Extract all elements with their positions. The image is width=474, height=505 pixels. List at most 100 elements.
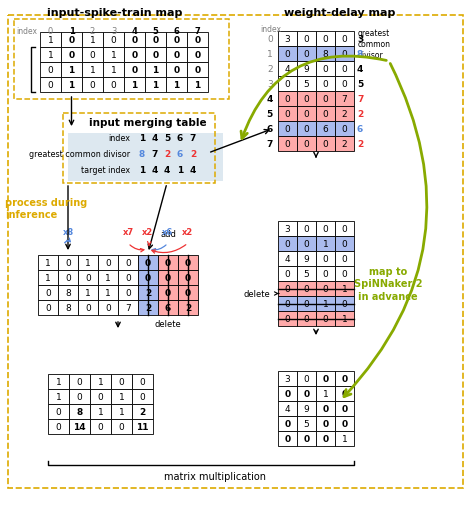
Bar [316, 222, 335, 236]
Text: 0: 0 [145, 259, 151, 268]
Bar [278, 371, 297, 386]
Text: 3: 3 [284, 35, 291, 44]
Text: 8: 8 [65, 304, 71, 313]
Text: 0: 0 [323, 315, 328, 323]
Bar [145, 63, 166, 78]
Bar [278, 281, 297, 296]
Bar [278, 312, 297, 326]
Bar [297, 107, 316, 122]
Text: 0: 0 [342, 65, 347, 74]
Bar [58, 271, 78, 285]
Text: 0: 0 [323, 225, 328, 233]
Text: 1: 1 [90, 36, 95, 45]
Text: 0: 0 [284, 270, 291, 278]
Bar [316, 296, 335, 312]
Text: 1: 1 [47, 51, 54, 60]
Text: 1: 1 [118, 392, 124, 401]
FancyArrowPatch shape [130, 245, 144, 252]
Bar [278, 251, 297, 267]
Text: delete: delete [243, 289, 270, 298]
Text: 0: 0 [110, 81, 117, 90]
Text: add: add [160, 230, 176, 238]
Text: 1: 1 [90, 66, 95, 75]
Text: 0: 0 [304, 110, 310, 119]
Text: 1: 1 [152, 81, 159, 90]
Text: 1: 1 [98, 377, 103, 386]
Bar [297, 62, 316, 77]
Bar [111, 374, 132, 389]
Bar [103, 78, 124, 93]
Text: 0: 0 [284, 50, 291, 59]
Text: x2: x2 [142, 228, 154, 236]
Bar [178, 300, 198, 316]
Text: 0: 0 [165, 259, 171, 268]
Bar [78, 256, 98, 271]
Text: 0: 0 [55, 422, 61, 431]
Bar [335, 386, 354, 401]
Bar [145, 48, 166, 63]
Bar [158, 285, 178, 300]
Text: 0: 0 [185, 288, 191, 297]
Bar [278, 137, 297, 152]
Text: 0: 0 [341, 389, 347, 398]
Text: 0: 0 [267, 35, 273, 44]
Bar [278, 107, 297, 122]
Bar [158, 300, 178, 316]
Bar [118, 256, 138, 271]
Bar [297, 401, 316, 416]
Bar [124, 48, 145, 63]
Text: 0: 0 [47, 81, 54, 90]
FancyArrowPatch shape [152, 245, 166, 252]
Text: 0: 0 [77, 392, 82, 401]
Text: 1: 1 [131, 81, 137, 90]
Text: 9: 9 [304, 404, 310, 413]
Text: 0: 0 [105, 304, 111, 313]
Text: 0: 0 [173, 51, 180, 60]
Text: 1: 1 [45, 274, 51, 282]
Bar [316, 401, 335, 416]
Bar [98, 256, 118, 271]
Text: 2: 2 [357, 110, 363, 119]
Bar [278, 401, 297, 416]
Bar [335, 401, 354, 416]
Bar [138, 300, 158, 316]
Text: 2: 2 [267, 65, 273, 74]
Text: 0: 0 [68, 51, 74, 60]
Bar [98, 285, 118, 300]
Text: 6: 6 [357, 125, 363, 134]
Bar [145, 33, 166, 48]
Text: 0: 0 [284, 140, 291, 148]
Bar [278, 62, 297, 77]
Text: 1: 1 [85, 288, 91, 297]
Text: matrix multiplication: matrix multiplication [164, 471, 266, 481]
Text: 0: 0 [284, 95, 291, 104]
Bar [278, 47, 297, 62]
Text: 1: 1 [139, 165, 145, 174]
Text: index: index [260, 25, 281, 34]
Bar [178, 271, 198, 285]
Bar [132, 419, 153, 434]
Text: 2: 2 [357, 140, 363, 148]
Text: 2: 2 [145, 304, 151, 313]
Bar [158, 271, 178, 285]
Text: map to
SpiNNaker 2
in advance: map to SpiNNaker 2 in advance [354, 267, 422, 301]
Bar [90, 404, 111, 419]
Text: index: index [108, 133, 130, 142]
Text: 8: 8 [76, 407, 82, 416]
Text: 1: 1 [173, 81, 180, 90]
Bar [316, 312, 335, 326]
Text: 8: 8 [65, 288, 71, 297]
Text: 9: 9 [304, 65, 310, 74]
Bar [316, 386, 335, 401]
Text: 0: 0 [342, 225, 347, 233]
Text: 9: 9 [304, 255, 310, 264]
Text: 6: 6 [177, 133, 183, 142]
Text: process during
inference: process during inference [5, 197, 87, 220]
Text: 0: 0 [342, 239, 347, 248]
Bar [297, 32, 316, 47]
Text: 1: 1 [105, 288, 111, 297]
Bar [124, 63, 145, 78]
Bar [103, 33, 124, 48]
Bar [316, 92, 335, 107]
Text: 1: 1 [45, 259, 51, 268]
